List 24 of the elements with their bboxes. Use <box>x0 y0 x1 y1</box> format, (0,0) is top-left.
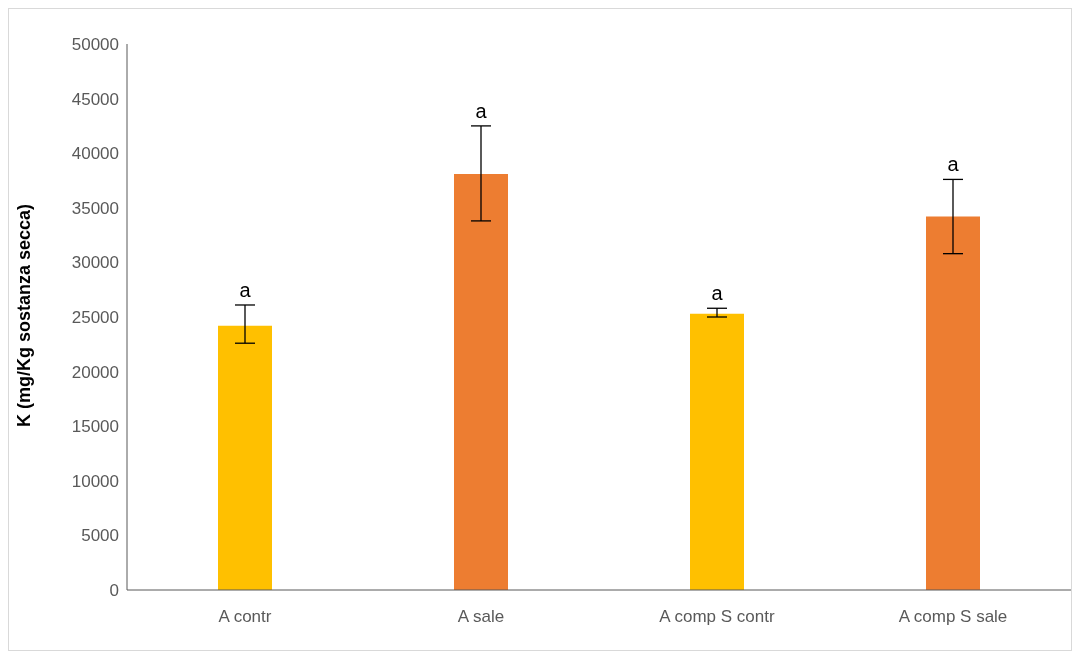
bar <box>926 216 980 590</box>
y-tick-label: 45000 <box>71 89 119 109</box>
y-tick-label: 5000 <box>81 526 119 546</box>
x-tick-label: A comp S sale <box>898 607 1008 627</box>
x-tick-label: A contr <box>218 607 272 627</box>
y-tick-label: 15000 <box>71 417 119 437</box>
bar <box>454 173 508 590</box>
x-tick-label: A comp S contr <box>659 607 775 627</box>
y-tick-label: 10000 <box>71 471 119 491</box>
annotation: a <box>711 282 724 305</box>
x-tick-label: A sale <box>457 607 505 627</box>
annotation: a <box>947 153 960 176</box>
y-axis-title: K (mg/Kg sostanza secca) <box>14 203 35 427</box>
annotation: a <box>239 278 252 301</box>
y-tick-label: 0 <box>109 581 119 601</box>
y-tick-label: 35000 <box>71 198 119 218</box>
y-tick-label: 25000 <box>71 308 119 328</box>
y-tick-label: 20000 <box>71 362 119 382</box>
bar <box>690 313 744 590</box>
y-tick-label: 50000 <box>71 35 119 55</box>
bar <box>218 325 272 590</box>
y-tick-label: 40000 <box>71 144 119 164</box>
annotation: a <box>475 99 488 122</box>
y-tick-label: 30000 <box>71 253 119 273</box>
